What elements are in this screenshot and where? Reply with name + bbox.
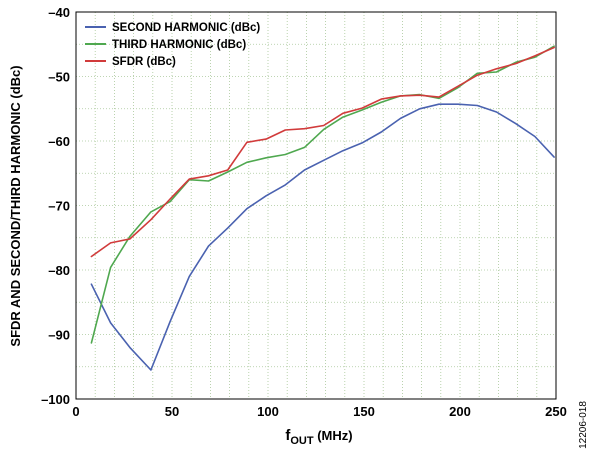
legend-label: SFDR (dBc) xyxy=(112,56,176,68)
plot-area xyxy=(75,11,557,400)
axis-tick-labels: 0 50 100 150 200 250 –100 –90 –80 –70 –60 –50 –40 xyxy=(41,5,567,419)
series-line-1 xyxy=(90,103,555,371)
figure-id: 12206-018 xyxy=(578,401,589,449)
x-tick-label: 200 xyxy=(449,404,471,419)
x-tick-label: 100 xyxy=(257,404,279,419)
series-line-3 xyxy=(90,46,555,258)
x-tick-label: 0 xyxy=(72,404,79,419)
legend: SECOND HARMONIC (dBc) THIRD HARMONIC (dBc… xyxy=(85,22,260,68)
grid-lines xyxy=(76,12,556,399)
data-series xyxy=(90,45,555,371)
y-tick-label: –60 xyxy=(48,134,70,149)
y-tick-label: –40 xyxy=(48,5,70,20)
x-tick-label: 150 xyxy=(353,404,375,419)
legend-label: THIRD HARMONIC (dBc) xyxy=(112,39,246,51)
x-tick-label: 50 xyxy=(165,404,179,419)
y-tick-label: –100 xyxy=(41,392,70,407)
y-tick-label: –90 xyxy=(48,328,70,343)
x-tick-label: 250 xyxy=(545,404,567,419)
x-axis-label-main: f xyxy=(285,427,291,444)
series-line-2 xyxy=(90,45,555,344)
x-axis-label: fOUT (MHz) xyxy=(285,427,352,447)
y-tick-label: –50 xyxy=(48,70,70,85)
x-axis-label-unit: (MHz) xyxy=(314,428,353,443)
y-axis-label: SFDR AND SECOND/THIRD HARMONIC (dBc) xyxy=(8,65,23,346)
y-tick-label: –70 xyxy=(48,199,70,214)
y-tick-label: –80 xyxy=(48,263,70,278)
x-axis-label-subscript: OUT xyxy=(290,435,314,447)
legend-label: SECOND HARMONIC (dBc) xyxy=(112,22,260,34)
